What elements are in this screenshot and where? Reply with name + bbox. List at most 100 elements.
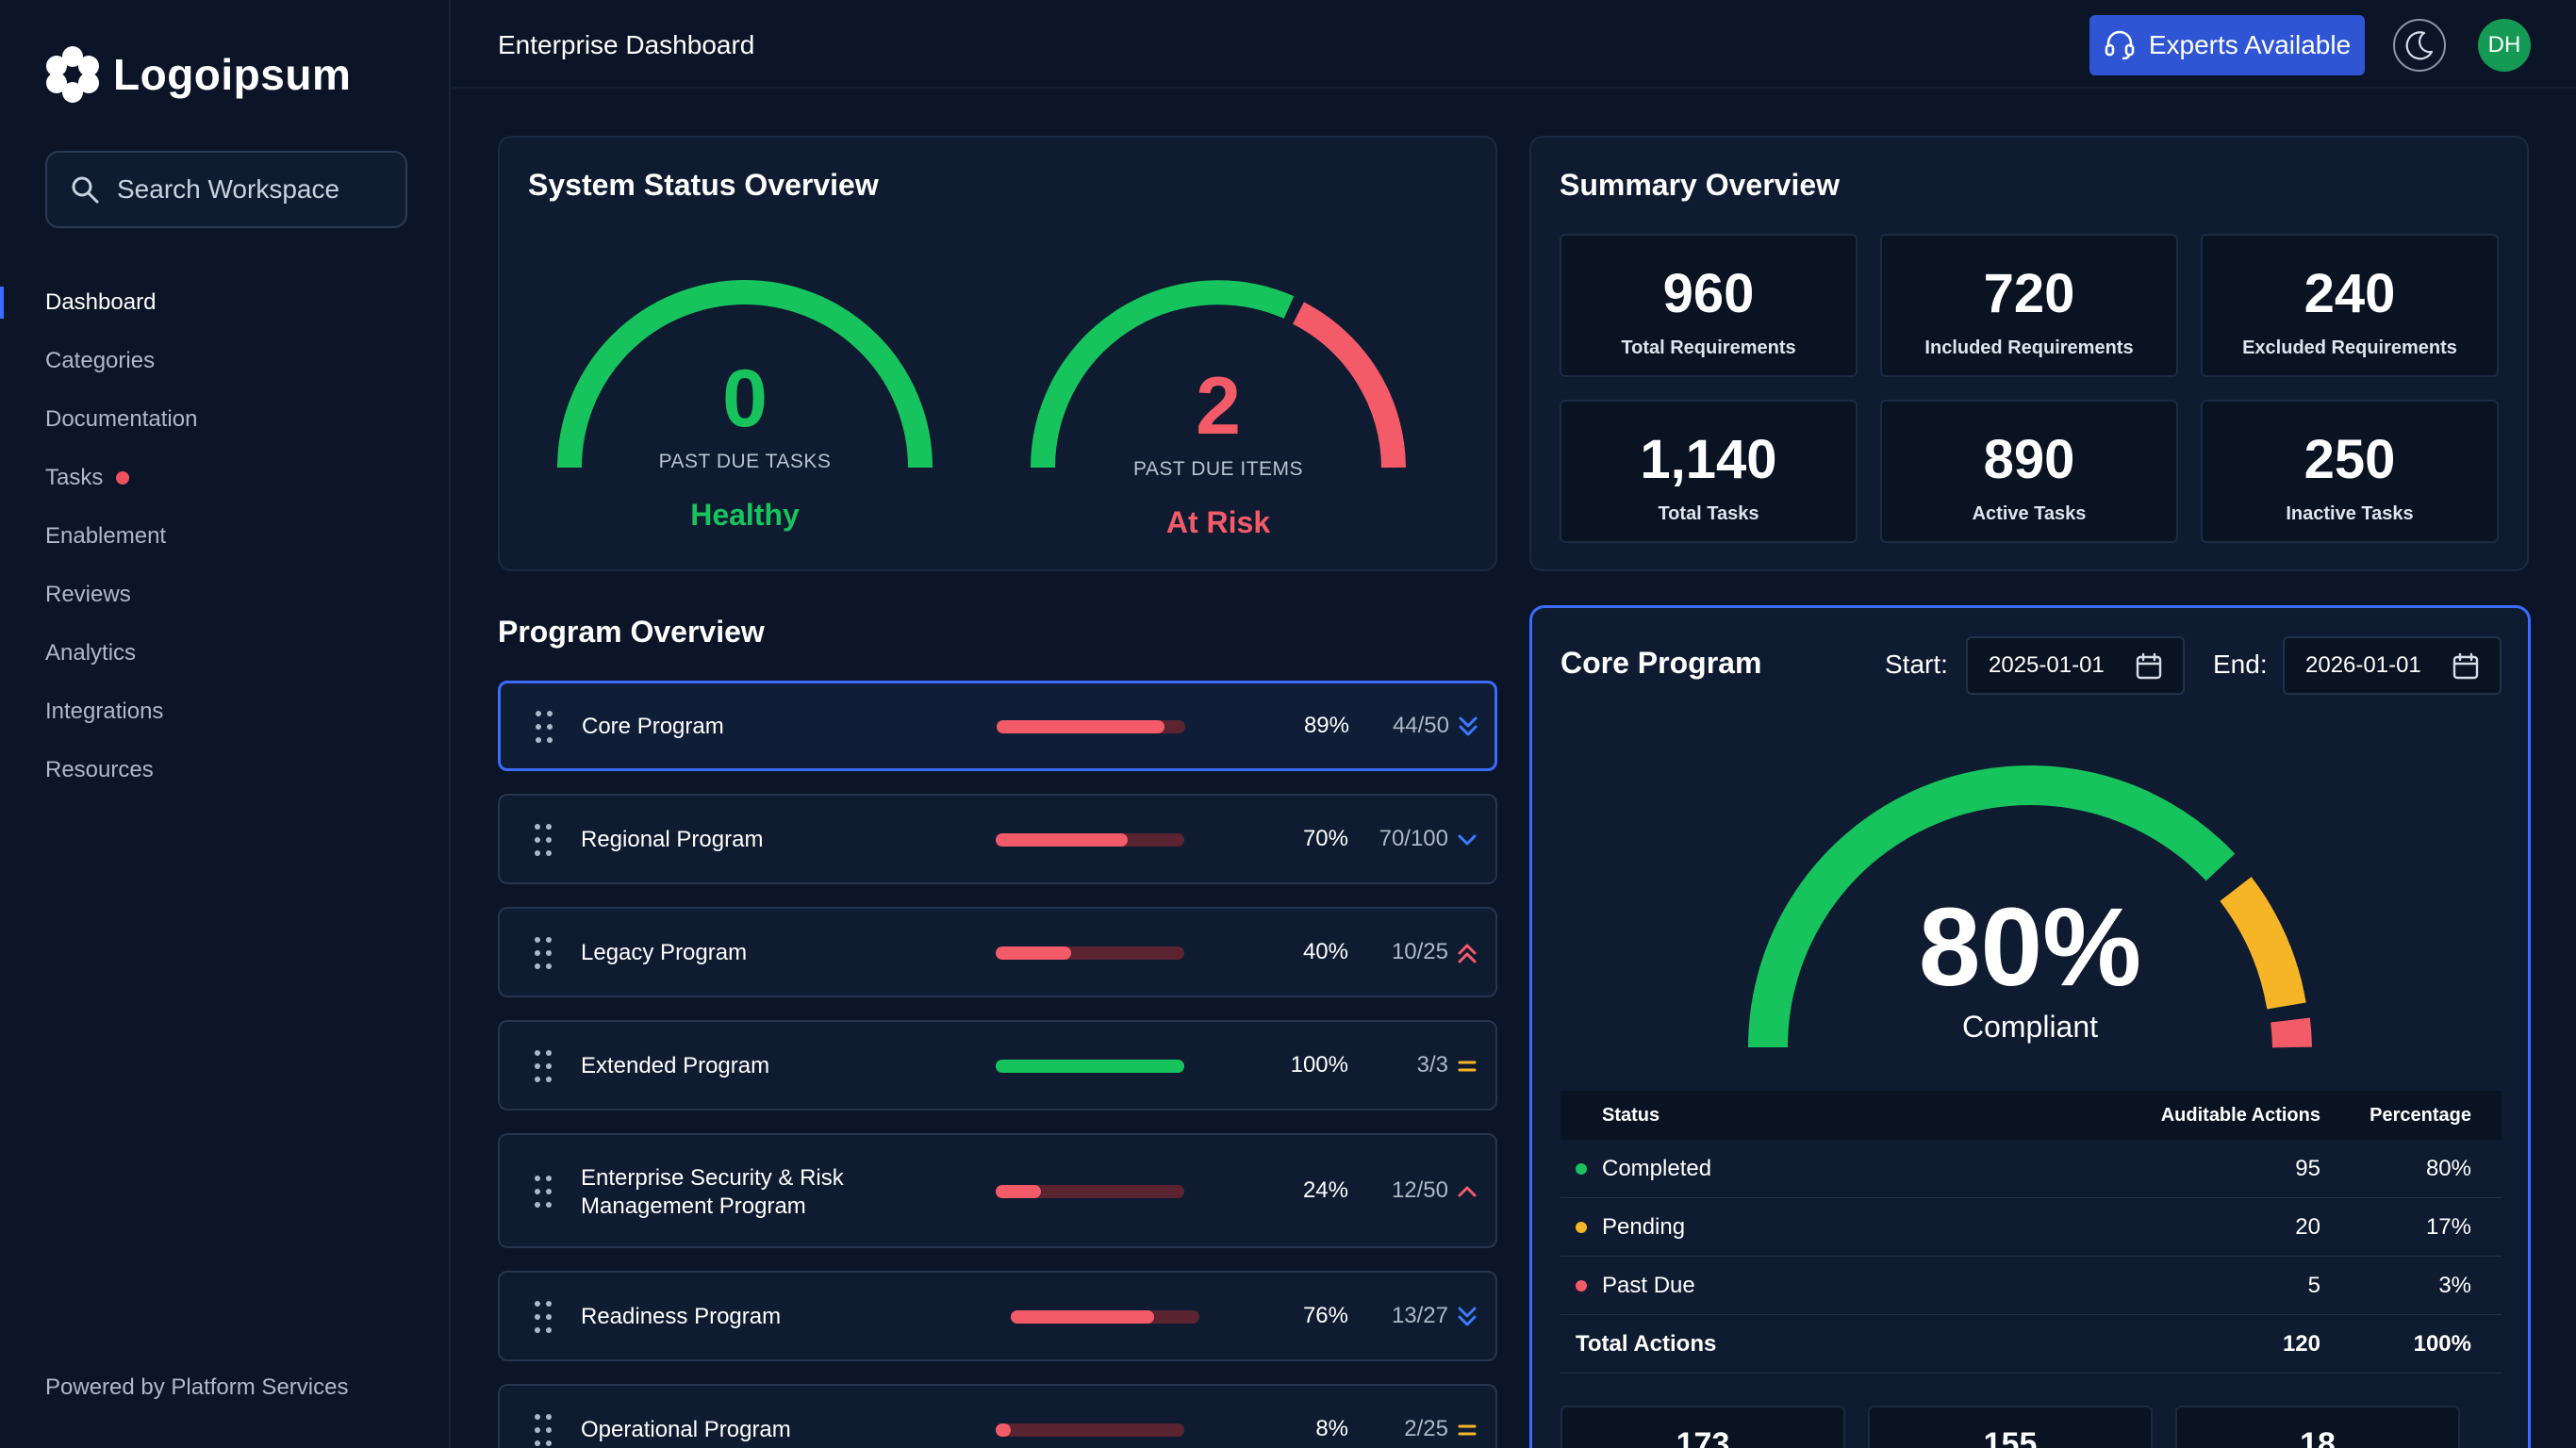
summary-value: 960 — [1662, 263, 1755, 324]
double-chevron-up-icon[interactable] — [1452, 938, 1482, 968]
progress-fill — [996, 1060, 1184, 1073]
summary-value: 1,140 — [1640, 429, 1777, 490]
progress-bar — [996, 1185, 1184, 1198]
gauge-value: 0 — [722, 354, 768, 444]
drag-handle-icon[interactable] — [534, 1175, 553, 1209]
gauge-state: Healthy — [690, 498, 800, 532]
chevron-up-icon[interactable] — [1452, 1176, 1482, 1207]
actions-count: 20 — [2295, 1213, 2320, 1240]
sidebar-item-label: Dashboard — [45, 289, 157, 315]
calendar-icon[interactable] — [2134, 651, 2164, 682]
drag-handle-icon[interactable] — [534, 1413, 553, 1447]
program-row-readiness[interactable]: Readiness Program 76% 13/27 — [498, 1271, 1497, 1361]
summary-value: 240 — [2304, 263, 2396, 324]
program-row-regional[interactable]: Regional Program 70% 70/100 — [498, 794, 1497, 884]
program-name: Operational Program — [581, 1417, 791, 1442]
end-date-field[interactable]: 2026-01-01 — [2283, 636, 2502, 695]
gauge-value: 2 — [1196, 361, 1241, 452]
chevron-down-icon[interactable] — [1452, 825, 1482, 855]
summary-tile: 720 Included Requirements — [1880, 234, 2178, 377]
double-chevron-down-icon[interactable] — [1453, 712, 1483, 742]
drag-handle-icon[interactable] — [534, 936, 553, 970]
summary-label: Total Requirements — [1621, 337, 1796, 358]
program-row-core[interactable]: Core Program 89% 44/50 — [498, 681, 1497, 771]
sidebar-item-integrations[interactable]: Integrations — [0, 683, 451, 741]
summary-value: 890 — [1983, 429, 2075, 490]
sidebar-item-label: Documentation — [45, 406, 198, 432]
equals-icon[interactable] — [1452, 1415, 1482, 1445]
sidebar-item-resources[interactable]: Resources — [0, 741, 451, 799]
program-row-enterprise-security[interactable]: Enterprise Security & Risk Management Pr… — [498, 1133, 1497, 1248]
experts-available-button[interactable]: Experts Available — [2089, 15, 2365, 75]
total-label: Total Actions — [1576, 1330, 1717, 1357]
calendar-icon[interactable] — [2451, 651, 2481, 682]
progress-fill — [996, 1423, 1011, 1437]
program-row-operational[interactable]: Operational Program 8% 2/25 — [498, 1384, 1497, 1448]
gauge-label: PAST DUE ITEMS — [1132, 458, 1304, 480]
drag-handle-icon[interactable] — [535, 710, 553, 744]
program-percent: 89% — [1303, 713, 1349, 738]
summary-label: Active Tasks — [1972, 503, 2087, 524]
start-date-field[interactable]: 2025-01-01 — [1966, 636, 2185, 695]
status-percent: 80% — [2425, 1155, 2471, 1181]
metric-value: 173 — [1676, 1426, 1730, 1448]
table-row: Past Due 5 3% — [1560, 1257, 2502, 1315]
core-program-card: Core Program Start: 2025-01-01 End: 2026… — [1529, 605, 2531, 1448]
program-percent: 8% — [1315, 1416, 1348, 1441]
drag-handle-icon[interactable] — [534, 823, 553, 857]
drag-handle-icon[interactable] — [534, 1300, 553, 1334]
sidebar-item-label: Categories — [45, 348, 156, 373]
theme-toggle-button[interactable] — [2393, 19, 2446, 72]
program-name-line: Enterprise Security & Risk — [581, 1165, 844, 1191]
sidebar-nav: Dashboard Categories Documentation Tasks… — [0, 273, 451, 799]
gauge-arc — [557, 280, 933, 469]
progress-bar — [996, 946, 1184, 960]
logo[interactable]: Logoipsum — [45, 43, 351, 106]
status-percent: 3% — [2438, 1272, 2471, 1298]
progress-fill — [996, 946, 1071, 960]
user-avatar[interactable]: DH — [2478, 19, 2531, 72]
program-percent: 76% — [1302, 1303, 1348, 1328]
sidebar-item-analytics[interactable]: Analytics — [0, 624, 451, 683]
sidebar-item-label: Enablement — [45, 523, 167, 549]
sidebar-item-reviews[interactable]: Reviews — [0, 566, 451, 624]
program-row-legacy[interactable]: Legacy Program 40% 10/25 — [498, 907, 1497, 997]
program-row-extended[interactable]: Extended Program 100% 3/3 — [498, 1020, 1497, 1111]
double-chevron-down-icon[interactable] — [1452, 1302, 1482, 1332]
summary-tile: 250 Inactive Tasks — [2201, 400, 2499, 543]
headset-icon — [2105, 30, 2135, 60]
compliance-gauge — [1748, 765, 2312, 1048]
sidebar-item-label: Resources — [45, 757, 154, 782]
powered-by-footer: Powered by Platform Services — [45, 1374, 349, 1400]
program-name: Enterprise Security & Risk Management Pr… — [581, 1164, 844, 1221]
program-name: Legacy Program — [581, 940, 748, 965]
end-date-value: 2026-01-01 — [2305, 652, 2421, 678]
sidebar-item-label: Reviews — [45, 582, 131, 607]
start-date-label: Start: — [1885, 650, 1948, 679]
sidebar-item-tasks[interactable]: Tasks — [0, 449, 451, 507]
progress-bar — [1011, 1310, 1199, 1324]
experts-available-label: Experts Available — [2148, 30, 2352, 59]
sidebar-item-dashboard[interactable]: Dashboard — [0, 273, 451, 332]
metric-tile: 155 — [1868, 1406, 2153, 1448]
notification-dot — [116, 471, 130, 485]
drag-handle-icon[interactable] — [534, 1049, 553, 1083]
gauge-arc — [1031, 280, 1406, 469]
table-header: Status Auditable Actions Percentage — [1560, 1091, 2502, 1140]
sidebar-item-categories[interactable]: Categories — [0, 332, 451, 390]
compliance-label: Compliant — [1961, 1010, 2099, 1044]
program-percent: 100% — [1290, 1052, 1348, 1078]
sidebar-item-documentation[interactable]: Documentation — [0, 390, 451, 449]
status-name: Past Due — [1602, 1272, 1695, 1298]
program-percent: 40% — [1302, 939, 1348, 964]
metric-tile: 173 — [1560, 1406, 1845, 1448]
summary-label: Excluded Requirements — [2242, 337, 2457, 358]
core-program-title: Core Program — [1560, 646, 1762, 680]
search-input[interactable] — [117, 174, 400, 205]
status-name: Pending — [1602, 1213, 1686, 1240]
sidebar-item-enablement[interactable]: Enablement — [0, 507, 451, 566]
search-box[interactable] — [45, 151, 407, 228]
program-name: Extended Program — [581, 1053, 770, 1078]
sidebar-item-label: Integrations — [45, 699, 164, 724]
equals-icon[interactable] — [1452, 1051, 1482, 1081]
